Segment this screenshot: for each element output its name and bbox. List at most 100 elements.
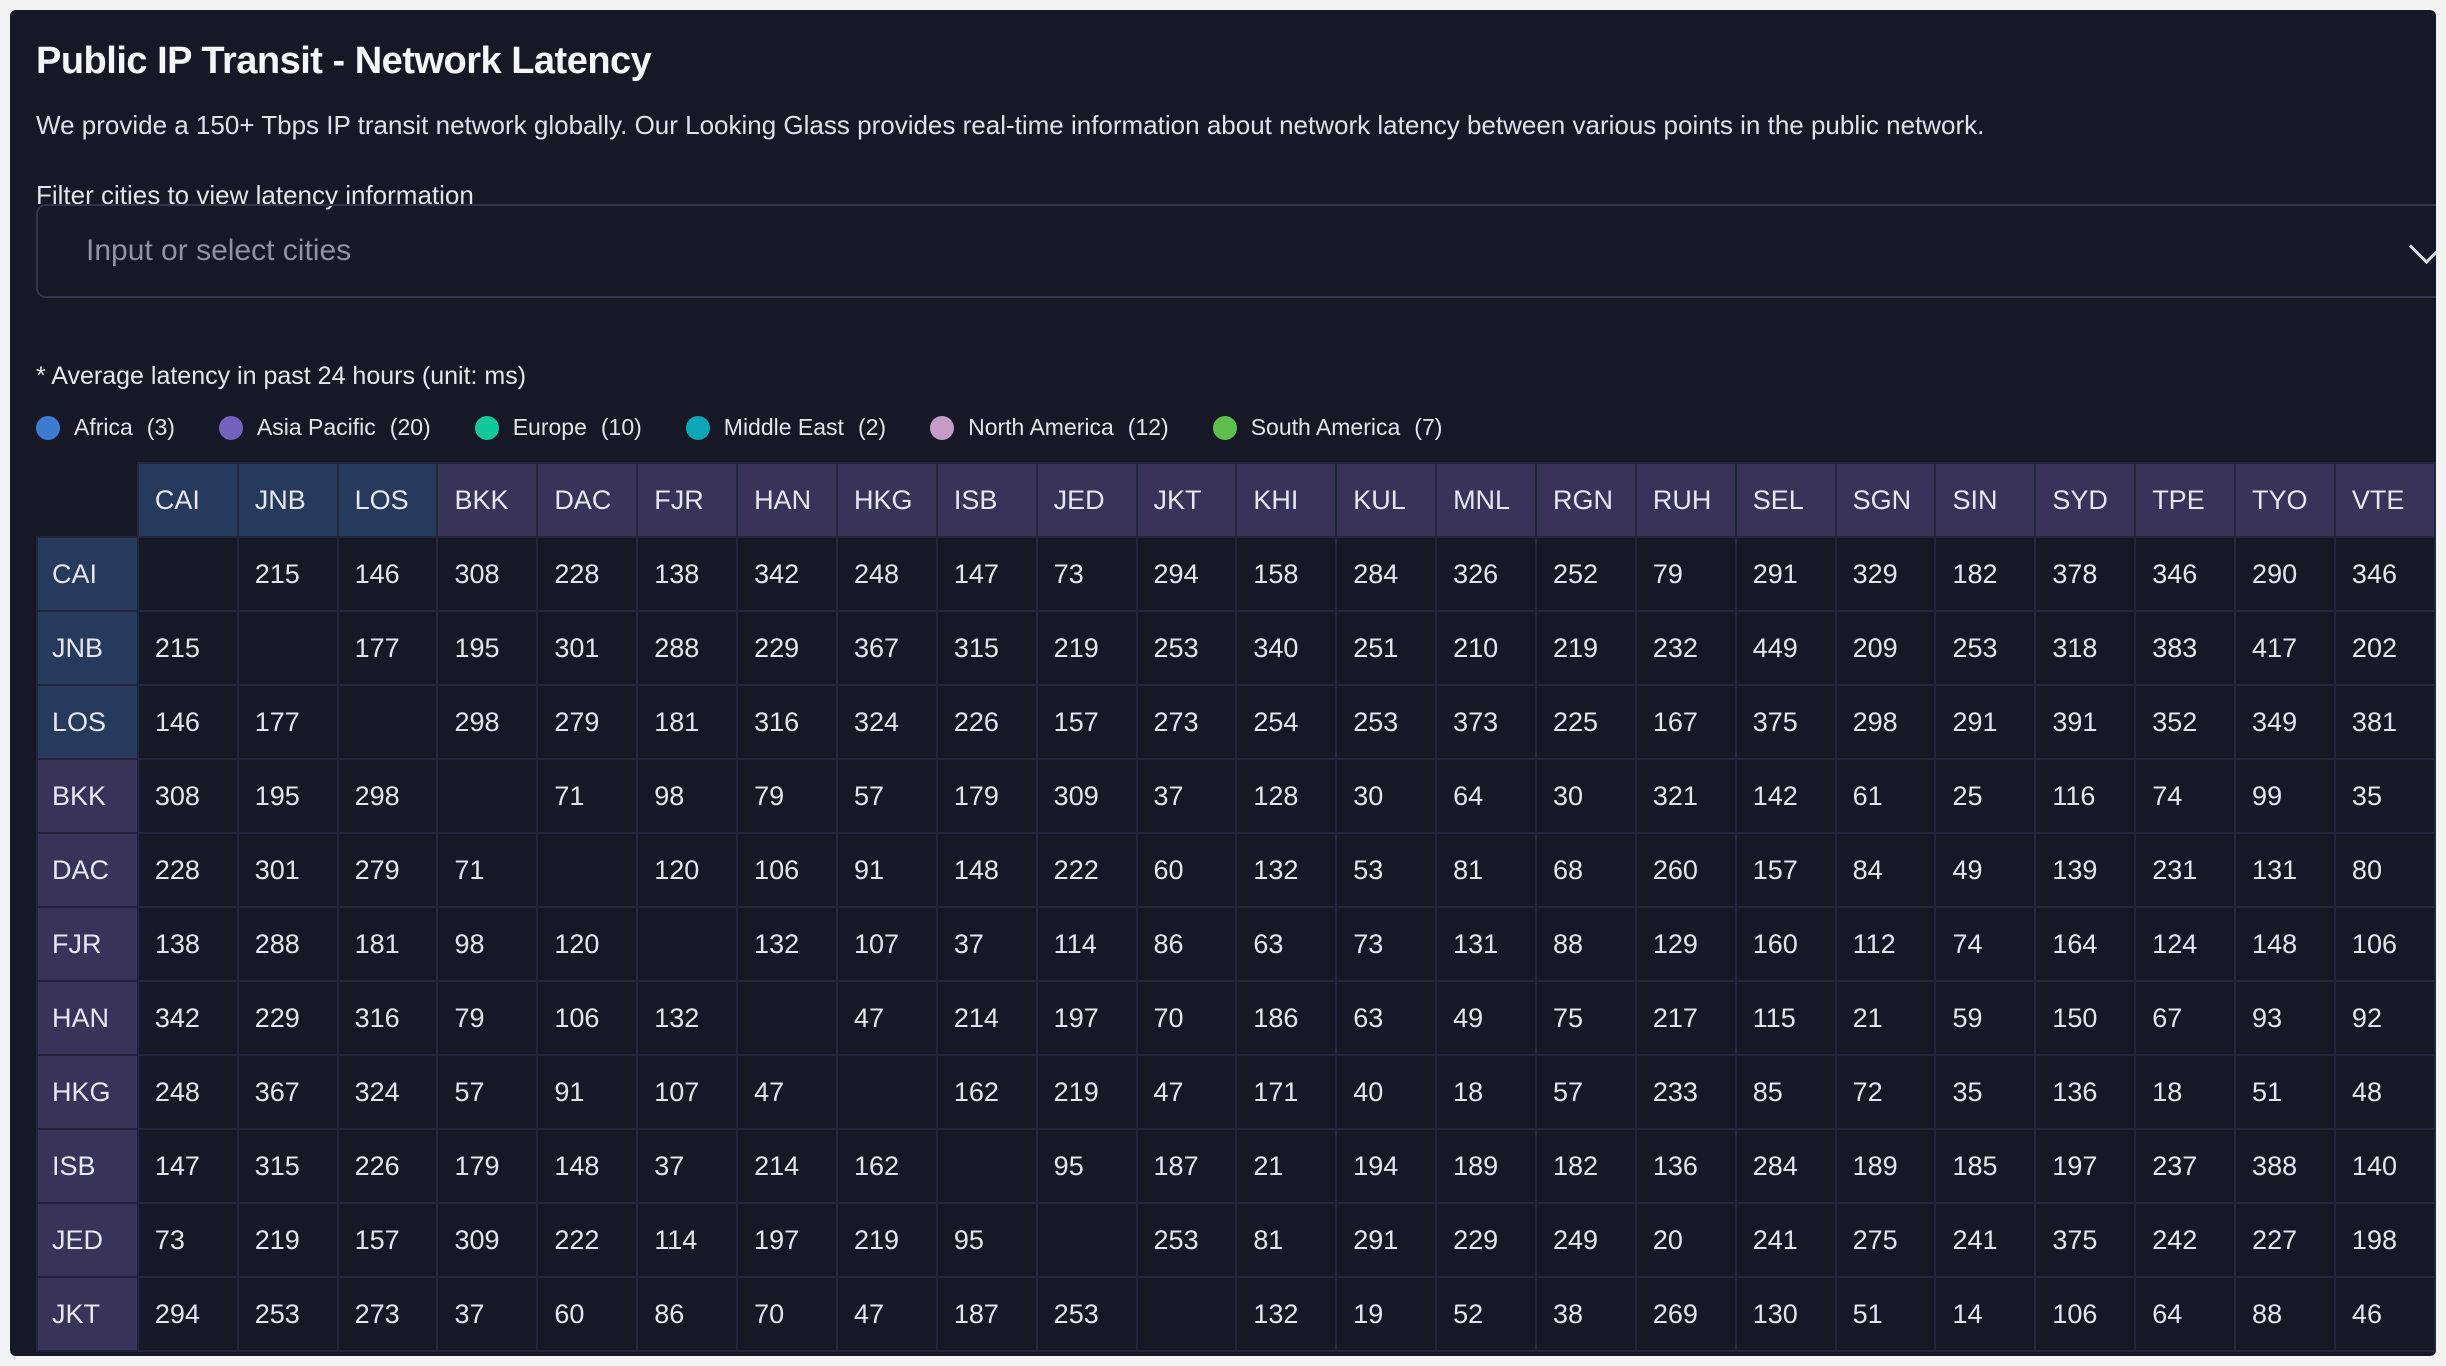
latency-cell: 18 [2134, 1054, 2237, 1130]
column-header-dac[interactable]: DAC [536, 462, 639, 538]
latency-cell: 210 [1435, 610, 1537, 686]
latency-cell: 53 [1335, 832, 1438, 908]
latency-cell: 329 [1834, 536, 1937, 612]
row-header-los[interactable]: LOS [36, 684, 139, 760]
page-title: Public IP Transit - Network Latency [36, 40, 652, 82]
latency-cell: 106 [2034, 1276, 2137, 1352]
legend-item-africa[interactable]: Africa (3) [36, 414, 175, 441]
latency-cell: 326 [1435, 536, 1537, 612]
column-header-bkk[interactable]: BKK [436, 462, 539, 538]
column-header-han[interactable]: HAN [736, 462, 838, 538]
chevron-down-icon[interactable] [2408, 228, 2436, 265]
column-header-los[interactable]: LOS [336, 462, 439, 538]
column-header-vte[interactable]: VTE [2333, 462, 2436, 538]
column-header-hkg[interactable]: HKG [835, 462, 938, 538]
column-header-mnl[interactable]: MNL [1435, 462, 1537, 538]
legend-item-europe[interactable]: Europe (10) [474, 414, 642, 441]
latency-cell: 294 [1135, 536, 1238, 612]
row-header-jed[interactable]: JED [36, 1202, 139, 1278]
row-header-fjr[interactable]: FJR [36, 906, 139, 982]
latency-cell: 294 [136, 1276, 239, 1352]
latency-cell: 177 [336, 610, 439, 686]
column-header-rgn[interactable]: RGN [1534, 462, 1637, 538]
legend-label: Europe [512, 414, 587, 440]
latency-cell: 114 [636, 1202, 739, 1278]
legend-label: South America [1250, 414, 1401, 440]
row-header-jkt[interactable]: JKT [36, 1276, 139, 1352]
latency-cell: 269 [1634, 1276, 1737, 1352]
latency-cell: 142 [1734, 758, 1837, 834]
latency-cell: 112 [1834, 906, 1937, 982]
city-filter-select[interactable]: Input or select cities [36, 204, 2436, 298]
latency-cell: 79 [736, 758, 838, 834]
column-header-khi[interactable]: KHI [1235, 462, 1338, 538]
row-header-bkk[interactable]: BKK [36, 758, 139, 834]
latency-cell: 46 [2333, 1276, 2436, 1352]
latency-cell: 114 [1035, 906, 1138, 982]
latency-cell: 253 [1135, 1202, 1238, 1278]
latency-cell: 47 [835, 980, 938, 1056]
column-header-syd[interactable]: SYD [2034, 462, 2137, 538]
legend-item-south-america[interactable]: South America (7) [1212, 414, 1442, 441]
latency-cell: 49 [1435, 980, 1537, 1056]
latency-cell: 222 [536, 1202, 639, 1278]
legend-label: Asia Pacific [256, 414, 376, 440]
table-row: ISB 147 315 226 179 148 37 214 162 95 187 21 194 189 1… [36, 1128, 2436, 1204]
column-header-tpe[interactable]: TPE [2134, 462, 2237, 538]
column-header-tyo[interactable]: TYO [2234, 462, 2336, 538]
latency-cell: 316 [736, 684, 838, 760]
latency-cell: 228 [136, 832, 239, 908]
legend-label: Africa [74, 414, 133, 440]
latency-cell: 51 [2234, 1054, 2336, 1130]
column-header-fjr[interactable]: FJR [636, 462, 739, 538]
latency-cell: 248 [835, 536, 938, 612]
latency-cell: 72 [1834, 1054, 1937, 1130]
latency-cell: 197 [1035, 980, 1138, 1056]
row-header-han[interactable]: HAN [36, 980, 139, 1056]
column-header-cai[interactable]: CAI [136, 462, 239, 538]
latency-cell: 157 [1035, 684, 1138, 760]
latency-cell: 228 [536, 536, 639, 612]
latency-cell: 91 [536, 1054, 639, 1130]
column-header-isb[interactable]: ISB [935, 462, 1038, 538]
latency-cell: 219 [1035, 1054, 1138, 1130]
latency-cell: 59 [1934, 980, 2037, 1056]
column-header-kul[interactable]: KUL [1335, 462, 1438, 538]
legend-item-north-america[interactable]: North America (12) [930, 414, 1169, 441]
latency-cell: 179 [436, 1128, 539, 1204]
latency-cell: 219 [236, 1202, 339, 1278]
latency-cell: 95 [1035, 1128, 1138, 1204]
latency-cell: 214 [736, 1128, 838, 1204]
column-header-ruh[interactable]: RUH [1634, 462, 1737, 538]
latency-cell: 75 [1534, 980, 1637, 1056]
row-header-dac[interactable]: DAC [36, 832, 139, 908]
column-header-sel[interactable]: SEL [1734, 462, 1837, 538]
latency-cell: 187 [935, 1276, 1038, 1352]
latency-cell [636, 906, 739, 982]
column-header-sgn[interactable]: SGN [1834, 462, 1937, 538]
latency-cell: 229 [736, 610, 838, 686]
latency-cell: 388 [2234, 1128, 2336, 1204]
latency-cell: 37 [436, 1276, 539, 1352]
row-header-hkg[interactable]: HKG [36, 1054, 139, 1130]
column-header-jkt[interactable]: JKT [1135, 462, 1238, 538]
latency-matrix: CAI JNB LOS BKK DAC FJR HAN HKG ISB JED JKT KHI KUL M… [36, 462, 2436, 1352]
table-row: JED 73 219 157 309 222 114 197 219 95 253 81 291 229 2… [36, 1202, 2436, 1278]
latency-cell: 21 [1834, 980, 1937, 1056]
latency-cell: 35 [1934, 1054, 2037, 1130]
legend-item-asia-pacific[interactable]: Asia Pacific (20) [218, 414, 431, 441]
latency-cell: 315 [935, 610, 1038, 686]
legend-dot-icon [218, 415, 243, 440]
row-header-cai[interactable]: CAI [36, 536, 139, 612]
row-header-isb[interactable]: ISB [36, 1128, 139, 1204]
latency-cell: 74 [2134, 758, 2237, 834]
column-header-jnb[interactable]: JNB [236, 462, 339, 538]
legend-item-middle-east[interactable]: Middle East (2) [685, 414, 886, 441]
column-header-sin[interactable]: SIN [1934, 462, 2037, 538]
column-header-jed[interactable]: JED [1035, 462, 1138, 538]
latency-cell: 375 [1734, 684, 1837, 760]
latency-cell: 349 [2234, 684, 2336, 760]
row-header-jnb[interactable]: JNB [36, 610, 139, 686]
latency-cell: 95 [935, 1202, 1038, 1278]
latency-cell: 73 [1035, 536, 1138, 612]
